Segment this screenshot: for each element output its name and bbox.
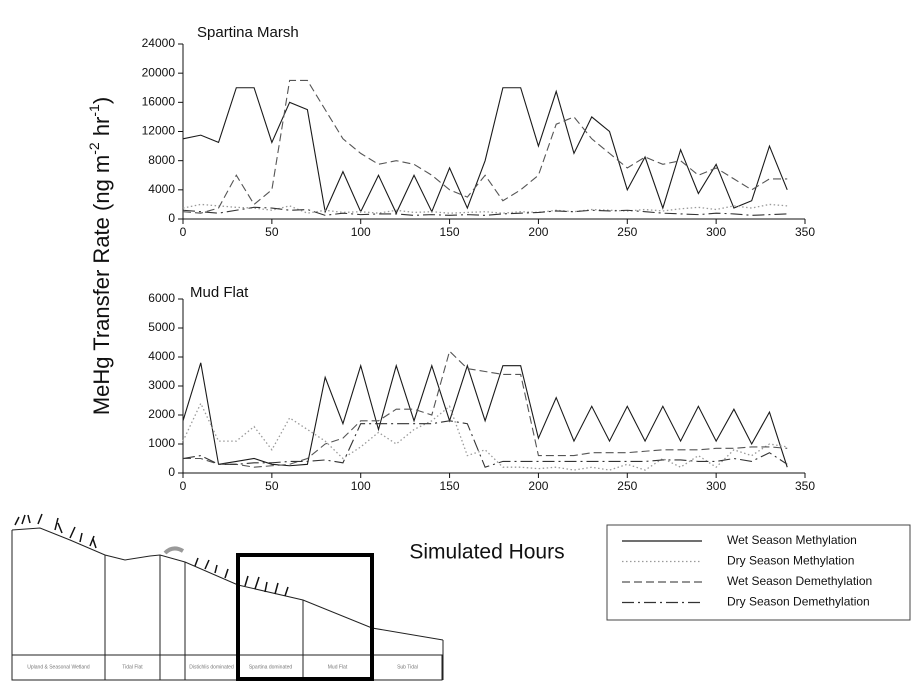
series-line: [182, 401, 788, 471]
x-axis-label: Simulated Hours: [409, 541, 564, 564]
y-tick-label: 2000: [148, 407, 175, 421]
y-tick-label: 16000: [142, 95, 176, 109]
x-tick-label: 0: [180, 479, 187, 493]
x-tick-label: 100: [351, 225, 371, 239]
x-tick-label: 300: [706, 479, 726, 493]
y-axis-label-part: -1: [86, 104, 102, 117]
x-tick-label: 200: [528, 479, 548, 493]
y-axis-label: MeHg Transfer Rate (ng m-2 hr-1): [86, 97, 114, 415]
y-axis-label-part: hr: [89, 117, 114, 143]
x-tick-label: 150: [440, 225, 460, 239]
chart-title: Spartina Marsh: [197, 24, 299, 41]
series-line: [182, 206, 788, 216]
y-tick-label: 8000: [148, 153, 175, 167]
y-tick-label: 6000: [148, 291, 175, 305]
x-tick-label: 250: [617, 479, 637, 493]
y-tick-label: 5000: [148, 320, 175, 334]
x-tick-label: 250: [617, 225, 637, 239]
zone-label: Spartina dominated: [249, 664, 293, 670]
x-tick-label: 50: [265, 479, 279, 493]
y-tick-label: 3000: [148, 378, 175, 392]
x-tick-label: 150: [440, 479, 460, 493]
zone-label: Mud Flat: [328, 664, 348, 670]
zone-label: Tidal Flat: [122, 664, 143, 670]
y-tick-label: 24000: [142, 36, 176, 50]
chart-title: Mud Flat: [190, 284, 249, 301]
x-tick-label: 50: [265, 225, 279, 239]
y-tick-label: 0: [168, 465, 175, 479]
y-tick-label: 1000: [148, 436, 175, 450]
y-axis-label-part: MeHg Transfer Rate (ng m: [89, 155, 114, 415]
site-diagram: [11, 513, 444, 681]
zone-label: Upland & Seasonal Wetland: [27, 664, 90, 670]
highlight-box: [236, 553, 374, 681]
series-line: [182, 420, 788, 468]
legend-label: Wet Season Demethylation: [727, 574, 872, 588]
series-line: [182, 87, 788, 215]
x-tick-label: 300: [706, 225, 726, 239]
legend-label: Dry Season Methylation: [727, 554, 854, 568]
y-tick-label: 4000: [148, 349, 175, 363]
x-tick-label: 200: [528, 225, 548, 239]
y-tick-label: 0: [168, 211, 175, 225]
terrain-profile: [11, 527, 444, 641]
x-tick-label: 350: [795, 479, 815, 493]
y-tick-label: 20000: [142, 65, 176, 79]
series-line: [182, 362, 788, 468]
series-line: [182, 79, 788, 214]
y-axis-label-part: -2: [86, 142, 102, 155]
x-tick-label: 100: [351, 479, 371, 493]
x-tick-label: 0: [180, 225, 187, 239]
zone-strip: [11, 654, 443, 681]
vegetation-gray: [163, 546, 185, 555]
zone-label: Distichlis dominated: [189, 664, 234, 670]
zone-label: Sub Tidal: [397, 664, 418, 670]
x-tick-label: 350: [795, 225, 815, 239]
series-line: [183, 350, 788, 468]
y-axis-label-part: ): [89, 97, 114, 104]
y-tick-label: 4000: [148, 182, 175, 196]
legend-label: Wet Season Methylation: [727, 533, 857, 547]
legend-label: Dry Season Demethylation: [727, 595, 870, 609]
vegetation: [14, 513, 289, 597]
y-tick-label: 12000: [142, 124, 176, 138]
